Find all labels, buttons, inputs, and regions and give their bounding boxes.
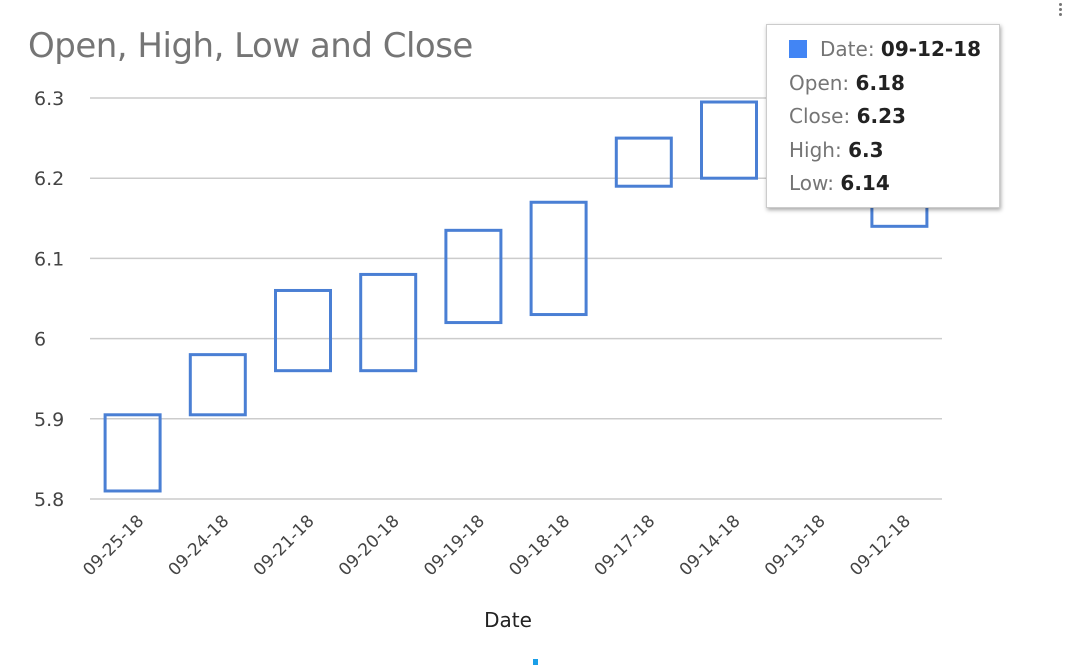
candle-box[interactable] xyxy=(359,272,418,373)
candle-box[interactable] xyxy=(700,100,758,180)
y-tick-label: 6 xyxy=(34,329,46,351)
candle-box[interactable] xyxy=(444,228,503,325)
tooltip-value: 6.14 xyxy=(840,171,890,195)
x-tick-label: 09-13-18 xyxy=(761,511,830,580)
x-axis-ticks: 09-25-18 09-24-18 09-21-18 09-20-18 09-19-18… xyxy=(79,511,915,580)
x-tick-label: 09-20-18 xyxy=(335,511,404,580)
scroll-indicator xyxy=(533,659,538,665)
x-tick-label: 09-19-18 xyxy=(420,511,489,580)
tooltip-row-high: High: 6.3 xyxy=(789,137,884,162)
tooltip-value: 6.18 xyxy=(855,70,905,95)
x-axis-label: Date xyxy=(484,608,532,632)
tooltip: Date: 09-12-18 Open: 6.18 Close: 6.23 Hi… xyxy=(766,24,1000,208)
candle-box[interactable] xyxy=(103,413,162,493)
y-tick-label: 6.1 xyxy=(34,248,64,270)
x-tick-label: 09-17-18 xyxy=(591,511,660,580)
tooltip-row-open: Open: 6.18 xyxy=(789,70,905,95)
tooltip-row-close: Close: 6.23 xyxy=(789,104,906,128)
tooltip-label: Date xyxy=(820,37,868,61)
x-tick-label: 09-14-18 xyxy=(676,511,745,580)
candle-box[interactable] xyxy=(614,136,673,188)
tooltip-value: 6.3 xyxy=(848,137,884,162)
x-tick-label: 09-24-18 xyxy=(165,511,234,580)
tooltip-value: 6.23 xyxy=(856,104,906,128)
candle-box[interactable] xyxy=(274,288,332,373)
candle-box[interactable] xyxy=(529,200,588,317)
tooltip-row-low: Low: 6.14 xyxy=(789,171,890,195)
tooltip-swatch xyxy=(789,40,807,58)
x-tick-label: 09-12-18 xyxy=(846,511,915,580)
chart-title: Open, High, Low and Close xyxy=(28,26,473,66)
y-tick-label: 6.2 xyxy=(34,168,64,190)
tooltip-value: 09-12-18 xyxy=(880,37,982,61)
tooltip-label: Open xyxy=(789,70,843,95)
tooltip-row-date: Date: 09-12-18 xyxy=(789,36,999,70)
tooltip-label: Close xyxy=(789,104,844,128)
tooltip-label: Low xyxy=(789,171,828,195)
x-tick-label: 09-18-18 xyxy=(505,511,574,580)
y-tick-label: 6.3 xyxy=(34,88,64,110)
x-tick-label: 09-21-18 xyxy=(250,511,319,580)
more-options-icon[interactable] xyxy=(1057,3,1065,21)
y-tick-label: 5.8 xyxy=(34,489,64,511)
y-tick-label: 5.9 xyxy=(34,409,64,431)
x-tick-label: 09-25-18 xyxy=(79,511,148,580)
y-axis-ticks: 5.8 5.9 6 6.1 6.2 6.3 xyxy=(34,88,64,511)
tooltip-label: High xyxy=(789,137,835,162)
candle-box[interactable] xyxy=(188,353,247,417)
